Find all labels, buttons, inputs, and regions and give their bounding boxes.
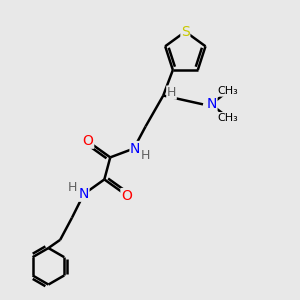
Text: N: N: [79, 187, 89, 201]
Text: CH₃: CH₃: [218, 112, 238, 123]
Text: S: S: [181, 25, 190, 39]
Text: H: H: [167, 86, 176, 99]
Text: N: N: [130, 142, 140, 155]
Text: CH₃: CH₃: [218, 86, 238, 96]
Text: N: N: [206, 98, 217, 111]
Text: O: O: [83, 134, 94, 148]
Text: O: O: [121, 189, 132, 202]
Text: H: H: [141, 148, 150, 161]
Text: H: H: [68, 181, 77, 194]
